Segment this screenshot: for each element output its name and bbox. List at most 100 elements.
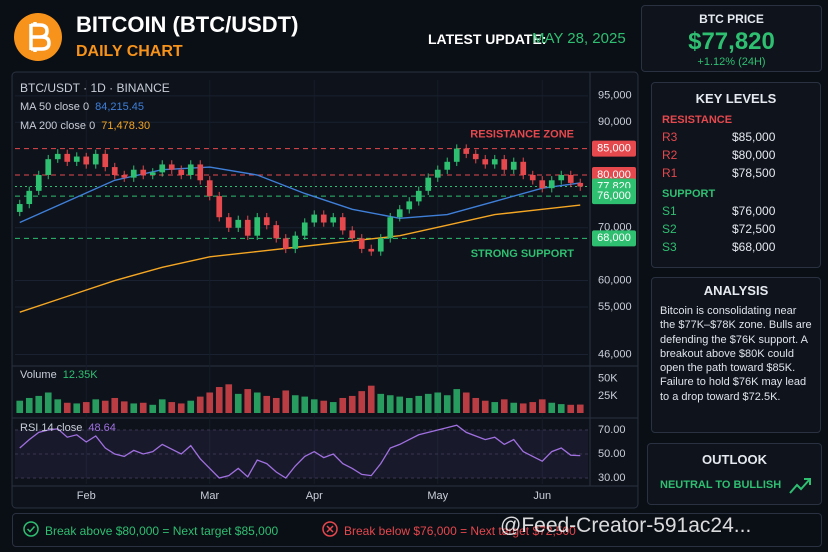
candle-body [330,217,337,223]
legend-name: MA 50 close 0 [20,101,89,113]
rsi-line [19,424,581,479]
candle-body [254,217,261,236]
header-subtitle: DAILY CHART [76,43,183,60]
x-tick-label: Jun [533,490,551,502]
volume-bar [510,402,518,413]
y-tick-label: 50.00 [598,448,626,460]
footer: Break above $80,000 = Next target $85,00… [12,513,822,547]
candle-body [529,175,536,181]
candle-body [434,169,441,178]
candle-body [206,180,213,197]
volume-bar [576,404,584,413]
candle-body [121,175,128,178]
volume-bar [291,395,299,413]
volume-bar [215,387,223,413]
check-icon [26,525,36,533]
level-row: S1 $76,000 [662,204,820,218]
y-tick-label: 60,000 [598,274,632,286]
price-box: BTC PRICE $77,820 +1.12% (24H) [641,5,822,72]
chart-title: BTC/USDT · 1D · BINANCE [20,81,170,95]
panel-title: Volume [20,369,57,381]
level-name: R2 [662,148,678,162]
volume-bar [396,396,404,413]
y-tick-label: 70.00 [598,424,626,436]
candle-body [510,161,517,170]
candle-body [187,164,194,175]
volume-bar [434,392,442,413]
volume-bar [234,393,242,413]
y-tick-label: 46,000 [598,348,632,360]
candle-body [92,153,99,165]
y-tick-label: 95,000 [598,90,632,102]
candle-body [320,214,327,223]
candle-body [149,172,156,175]
bullish-scenario: Break above $80,000 = Next target $85,00… [45,524,279,538]
candle-body [577,182,584,187]
level-row: S2 $72,500 [662,222,820,236]
volume-bar [538,399,546,413]
candle-body [216,196,223,218]
level-name: R1 [662,166,678,180]
volume-bar [139,402,147,413]
level-value: $76,000 [732,204,776,218]
candle-body [64,153,71,162]
resistance-label: RESISTANCE [662,114,733,126]
level-row: R1 $78,500 [662,166,820,180]
level-row: S3 $68,000 [662,240,820,254]
volume-bar [320,400,328,413]
candle-body [197,164,204,181]
candle-body [273,225,280,239]
panel-title: RSI 14 close [20,422,82,434]
level-tag-label: 80,000 [597,169,631,181]
candle-body [159,164,166,173]
volume-bar [120,401,128,413]
volume-bar [301,396,309,413]
volume-bar [443,395,451,413]
level-tag [592,188,636,205]
candle-body [520,161,527,175]
candle-body [548,180,555,189]
volume-bar [16,400,24,413]
level-name: R3 [662,130,678,144]
legend-value: 71,478.30 [101,120,150,132]
volume-bar [415,395,423,413]
zone-label: RESISTANCE ZONE [470,129,574,141]
candle-body [54,153,61,160]
candle-body [377,238,384,252]
volume-bar [367,385,375,413]
candle-body [45,159,52,175]
volume-bar [519,403,527,413]
support-label: SUPPORT [662,188,716,200]
zone-label: STRONG SUPPORT [471,248,575,260]
panel-title: OUTLOOK [702,452,767,467]
x-tick-label: Apr [306,490,323,502]
candle-body [301,222,308,236]
level-value: $78,500 [732,166,776,180]
candle-body [111,167,118,175]
volume-bar [491,402,499,413]
level-value: $72,500 [732,222,776,236]
candle-body [339,217,346,231]
x-tick-label: May [427,490,448,502]
candle-body [453,148,460,162]
moving-average [19,204,581,313]
candle-body [244,219,251,236]
volume-bar [272,397,280,413]
volume-bar [158,399,166,413]
volume-bar [263,395,271,413]
volume-bar [310,399,318,413]
candle-body [387,217,394,239]
volume-bar [386,395,394,413]
volume-bar [405,397,413,413]
volume-bar [329,402,337,413]
candle-body [396,209,403,218]
volume-bar [225,384,233,413]
bitcoin-logo-glyph [29,22,51,52]
candle-body [168,164,175,170]
outlook-text: NEUTRAL TO BULLISH [660,479,782,491]
candle-body [349,230,356,239]
legend-value: 12.35K [63,369,99,381]
volume-bar [35,395,43,413]
level-name: S2 [662,222,677,236]
